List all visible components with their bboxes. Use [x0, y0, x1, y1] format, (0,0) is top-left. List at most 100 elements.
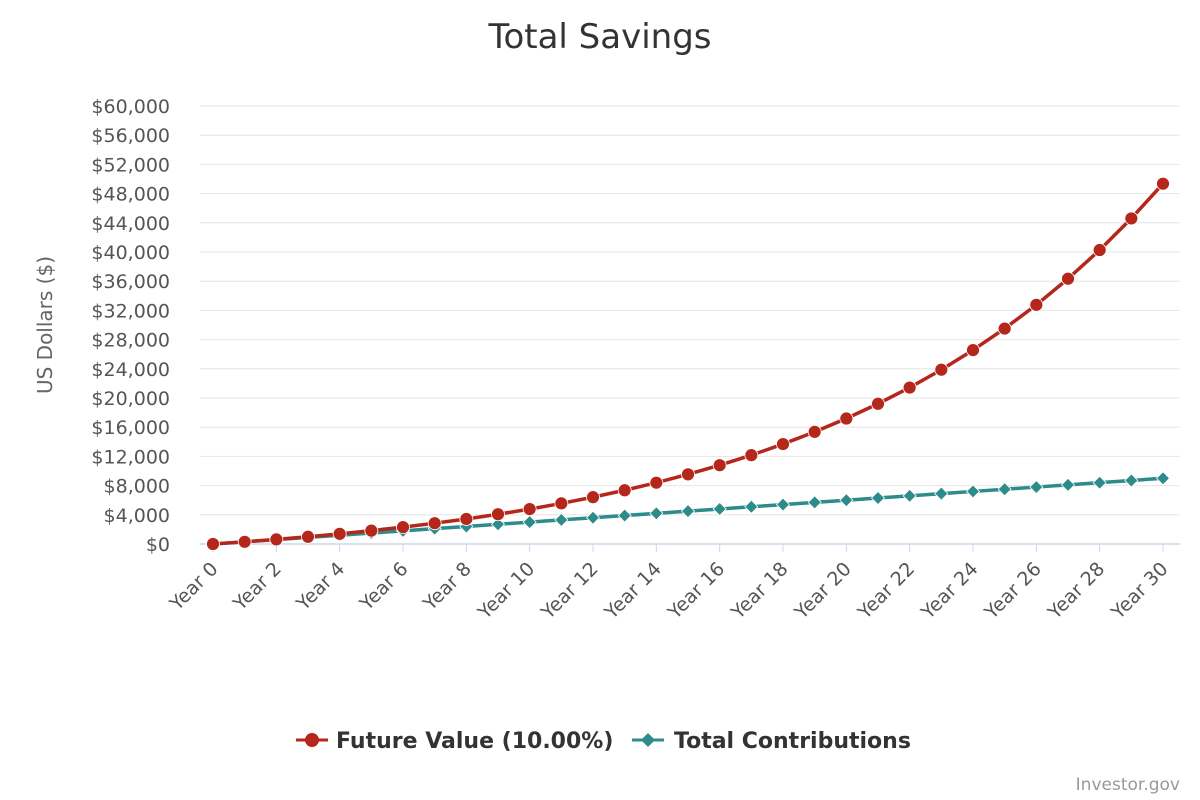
point-total-contributions-year-18[interactable]: [775, 497, 791, 512]
point-future-value-10-00-year-25[interactable]: [997, 321, 1012, 336]
x-tick-label: Year 6: [355, 558, 413, 616]
point-total-contributions-year-23[interactable]: [934, 486, 949, 501]
point-total-contributions-year-20[interactable]: [839, 493, 854, 508]
point-future-value-10-00-year-10[interactable]: [522, 502, 537, 517]
point-future-value-10-00-year-12[interactable]: [586, 490, 600, 505]
legend-marker-future-value: [305, 733, 319, 747]
point-total-contributions-year-29[interactable]: [1124, 473, 1139, 488]
point-future-value-10-00-year-28[interactable]: [1092, 243, 1107, 257]
y-axis-ticks: $0 $4,000 $8,000 $12,000 $16,000 $20,000 $24,0…: [91, 96, 170, 556]
point-future-value-10-00-year-18[interactable]: [776, 437, 790, 451]
y-axis-label: US Dollars ($): [33, 256, 57, 394]
point-future-value-10-00-year-1[interactable]: [237, 534, 252, 549]
point-future-value-10-00-year-30[interactable]: [1156, 176, 1170, 191]
x-tick-label: Year 4: [292, 558, 350, 616]
x-tick-label: Year 18: [726, 558, 792, 624]
point-total-contributions-year-30[interactable]: [1155, 471, 1171, 486]
point-total-contributions-year-16[interactable]: [712, 501, 727, 517]
legend-item-future-value[interactable]: Future Value (10.00%): [296, 729, 613, 754]
y-tick-label: $60,000: [91, 96, 170, 118]
point-future-value-10-00-year-21[interactable]: [871, 396, 885, 411]
legend-label-future-value: Future Value (10.00%): [336, 729, 613, 754]
legend: Future Value (10.00%) Total Contribution…: [296, 729, 911, 754]
point-total-contributions-year-28[interactable]: [1092, 475, 1107, 490]
y-tick-label: $24,000: [91, 359, 170, 381]
point-future-value-10-00-year-14[interactable]: [649, 475, 664, 490]
point-total-contributions-year-14[interactable]: [649, 506, 664, 521]
point-total-contributions-year-15[interactable]: [680, 504, 696, 519]
y-tick-label: $40,000: [91, 242, 170, 264]
x-tick-label: Year 2: [228, 558, 286, 616]
x-tick-label: Year 24: [916, 558, 982, 624]
x-tick-label: Year 20: [790, 558, 856, 624]
point-total-contributions-year-13[interactable]: [617, 508, 632, 523]
point-total-contributions-year-24[interactable]: [965, 484, 981, 499]
point-total-contributions-year-9[interactable]: [490, 517, 506, 532]
x-tick-label: Year 8: [418, 558, 476, 616]
point-future-value-10-00-year-22[interactable]: [902, 380, 917, 395]
point-future-value-10-00-year-26[interactable]: [1029, 297, 1044, 312]
point-future-value-10-00-year-7[interactable]: [427, 516, 442, 531]
legend-marker-total-contributions: [641, 733, 655, 747]
chart-title: Total Savings: [487, 17, 711, 57]
point-future-value-10-00-year-9[interactable]: [491, 507, 505, 522]
point-future-value-10-00-year-15[interactable]: [681, 467, 695, 482]
point-future-value-10-00-year-4[interactable]: [332, 526, 347, 541]
legend-item-total-contributions[interactable]: Total Contributions: [632, 729, 911, 754]
x-tick-label: Year 10: [473, 558, 539, 624]
point-future-value-10-00-year-24[interactable]: [966, 343, 980, 358]
y-tick-label: $56,000: [91, 125, 170, 147]
point-future-value-10-00-year-8[interactable]: [459, 512, 474, 526]
series-line-future-value-10-00: [211, 181, 1165, 546]
y-tick-label: $20,000: [91, 388, 170, 410]
y-tick-label: $36,000: [91, 271, 170, 293]
point-future-value-10-00-year-23[interactable]: [934, 362, 949, 377]
point-future-value-10-00-year-17[interactable]: [744, 448, 759, 463]
x-tick-label: Year 14: [600, 558, 666, 624]
point-future-value-10-00-year-29[interactable]: [1124, 211, 1139, 226]
point-future-value-10-00-year-19[interactable]: [807, 424, 822, 439]
x-tick-label: Year 22: [853, 558, 919, 624]
x-tick-label: Year 26: [980, 558, 1046, 624]
point-total-contributions-year-22[interactable]: [902, 488, 917, 503]
point-total-contributions-year-11[interactable]: [554, 512, 569, 527]
point-total-contributions-year-12[interactable]: [585, 510, 601, 525]
credit-text[interactable]: Investor.gov: [1076, 775, 1180, 795]
y-tick-label: $12,000: [91, 446, 170, 468]
y-tick-label: $16,000: [91, 417, 170, 439]
point-future-value-10-00-year-0[interactable]: [206, 537, 220, 551]
y-tick-label: $48,000: [91, 184, 170, 206]
x-tick-label: Year 12: [536, 558, 602, 624]
x-tick-label: Year 28: [1043, 558, 1109, 624]
point-future-value-10-00-year-13[interactable]: [617, 483, 632, 498]
legend-label-total-contributions: Total Contributions: [674, 729, 911, 754]
point-future-value-10-00-year-2[interactable]: [269, 532, 284, 547]
series-layer: [205, 176, 1171, 552]
point-total-contributions-year-27[interactable]: [1060, 477, 1076, 492]
point-future-value-10-00-year-3[interactable]: [301, 529, 315, 544]
point-total-contributions-year-21[interactable]: [870, 490, 886, 506]
point-total-contributions-year-19[interactable]: [807, 495, 822, 510]
y-tick-label: $44,000: [91, 213, 170, 235]
point-future-value-10-00-year-6[interactable]: [396, 520, 410, 535]
y-tick-label: $52,000: [91, 154, 170, 176]
point-future-value-10-00-year-20[interactable]: [839, 411, 854, 426]
y-tick-label: $28,000: [91, 330, 170, 352]
x-tick-label: Year 0: [165, 558, 223, 616]
point-future-value-10-00-year-5[interactable]: [364, 523, 379, 538]
y-tick-label: $32,000: [91, 300, 170, 322]
point-total-contributions-year-17[interactable]: [744, 499, 759, 514]
point-future-value-10-00-year-27[interactable]: [1061, 271, 1075, 286]
series-total-contributions: [205, 471, 1171, 552]
point-future-value-10-00-year-16[interactable]: [712, 458, 727, 473]
point-total-contributions-year-25[interactable]: [997, 482, 1012, 497]
series-future-value-10-00: [206, 176, 1170, 551]
point-total-contributions-year-10[interactable]: [522, 515, 537, 530]
y-tick-label: $4,000: [104, 505, 170, 527]
x-tick-label: Year 30: [1106, 558, 1172, 624]
point-total-contributions-year-26[interactable]: [1029, 479, 1044, 495]
y-tick-label: $0: [146, 534, 170, 556]
point-future-value-10-00-year-11[interactable]: [554, 496, 569, 511]
